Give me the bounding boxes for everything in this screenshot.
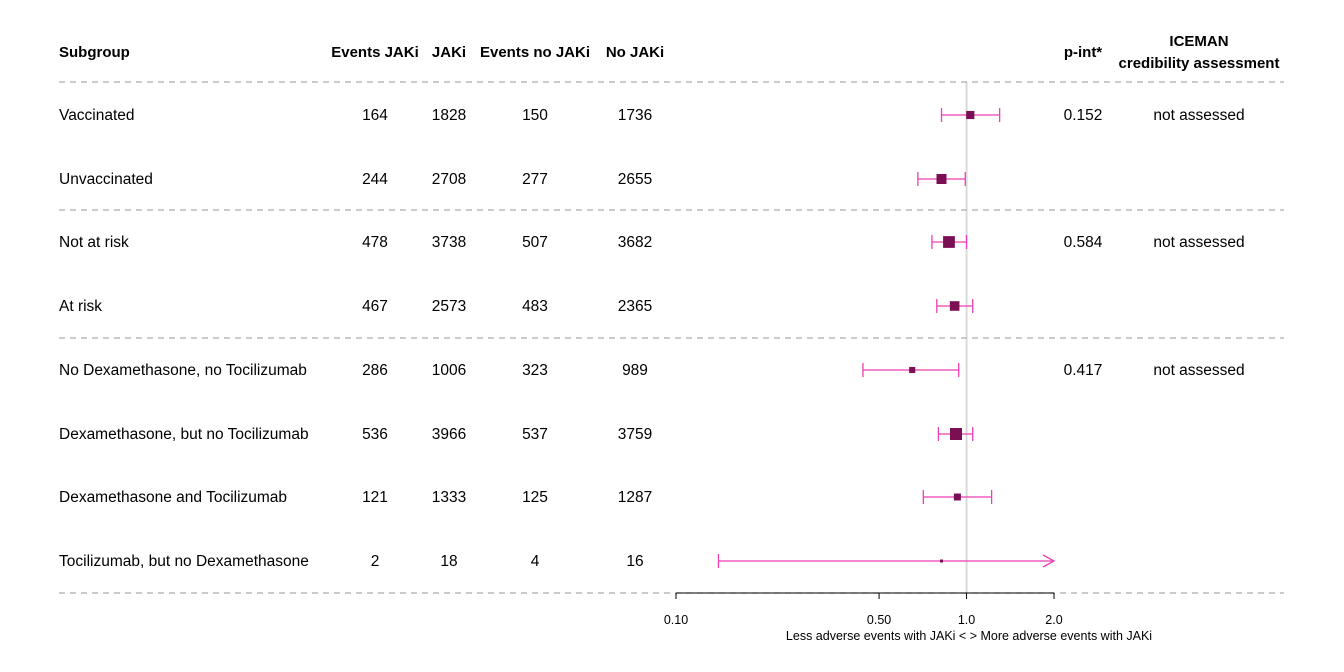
header-iceman-line2: credibility assessment bbox=[1119, 55, 1280, 72]
x-axis: Less adverse events with JAKi < > More a… bbox=[664, 592, 1152, 643]
cell-events-no-jaki: 323 bbox=[522, 362, 548, 379]
cell-no-jaki: 989 bbox=[622, 362, 648, 379]
table-row: Unvaccinated 244 2708 277 2655 bbox=[59, 171, 652, 188]
subgroup-label: Vaccinated bbox=[59, 107, 135, 124]
header-no-jaki: No JAKi bbox=[606, 44, 664, 61]
cell-iceman: not assessed bbox=[1153, 234, 1244, 251]
estimate-marks bbox=[717, 108, 1056, 568]
x-tick-label: 2.0 bbox=[1045, 613, 1062, 627]
cell-iceman: not assessed bbox=[1153, 362, 1244, 379]
point-estimate bbox=[909, 366, 916, 374]
table-row: Not at risk 478 3738 507 3682 0.584 not assess… bbox=[59, 234, 1245, 251]
table-row: Tocilizumab, but no Dexamethasone 2 18 4 16 bbox=[59, 553, 644, 570]
header-events-jaki: Events JAKi bbox=[331, 44, 419, 61]
subgroup-label: Dexamethasone and Tocilizumab bbox=[59, 489, 287, 506]
cell-events-no-jaki: 537 bbox=[522, 426, 548, 443]
point-estimate bbox=[939, 559, 943, 563]
cell-events-jaki: 478 bbox=[362, 234, 388, 251]
point-estimate bbox=[950, 428, 963, 440]
cell-events-jaki: 2 bbox=[371, 553, 380, 570]
point-estimate bbox=[936, 174, 947, 184]
subgroup-label: Unvaccinated bbox=[59, 171, 153, 188]
cell-jaki: 1828 bbox=[432, 107, 466, 124]
x-tick-label: 1.0 bbox=[958, 613, 975, 627]
subgroup-label: Dexamethasone, but no Tocilizumab bbox=[59, 426, 309, 443]
cell-events-jaki: 164 bbox=[362, 107, 388, 124]
subgroup-label: At risk bbox=[59, 298, 102, 315]
cell-events-jaki: 286 bbox=[362, 362, 388, 379]
table-row: At risk 467 2573 483 2365 bbox=[59, 298, 652, 315]
cell-no-jaki: 3759 bbox=[618, 426, 652, 443]
point-estimate bbox=[966, 110, 975, 120]
cell-no-jaki: 16 bbox=[626, 553, 643, 570]
cell-jaki: 1006 bbox=[432, 362, 466, 379]
cell-jaki: 2573 bbox=[432, 298, 466, 315]
cell-iceman: not assessed bbox=[1153, 107, 1244, 124]
table-rows: Vaccinated 164 1828 150 1736 0.152 not assesse… bbox=[59, 107, 1245, 570]
cell-p-int: 0.417 bbox=[1064, 362, 1103, 379]
cell-no-jaki: 1287 bbox=[618, 489, 652, 506]
x-tick-label: 0.10 bbox=[664, 613, 688, 627]
header-events-no-jaki: Events no JAKi bbox=[480, 44, 590, 61]
cell-jaki: 2708 bbox=[432, 171, 466, 188]
subgroup-label: No Dexamethasone, no Tocilizumab bbox=[59, 362, 307, 379]
table-row: Dexamethasone and Tocilizumab 121 1333 125 1… bbox=[59, 489, 652, 506]
x-axis-label: Less adverse events with JAKi < > More a… bbox=[786, 629, 1152, 643]
subgroup-label: Tocilizumab, but no Dexamethasone bbox=[59, 553, 309, 570]
header-p-int: p-int* bbox=[1064, 44, 1102, 61]
header-subgroup: Subgroup bbox=[59, 44, 130, 61]
table-row: Dexamethasone, but no Tocilizumab 536 3966… bbox=[59, 426, 652, 443]
cell-events-no-jaki: 507 bbox=[522, 234, 548, 251]
cell-events-jaki: 121 bbox=[362, 489, 388, 506]
cell-events-no-jaki: 483 bbox=[522, 298, 548, 315]
cell-events-no-jaki: 125 bbox=[522, 489, 548, 506]
cell-jaki: 18 bbox=[440, 553, 457, 570]
cell-p-int: 0.152 bbox=[1064, 107, 1103, 124]
cell-events-no-jaki: 150 bbox=[522, 107, 548, 124]
ci-upper-arrow bbox=[1042, 554, 1056, 568]
cell-events-no-jaki: 277 bbox=[522, 171, 548, 188]
cell-jaki: 1333 bbox=[432, 489, 466, 506]
cell-no-jaki: 3682 bbox=[618, 234, 652, 251]
header-row: Subgroup Events JAKi JAKi Events no JAKi… bbox=[59, 33, 1279, 72]
cell-events-no-jaki: 4 bbox=[531, 553, 540, 570]
point-estimate bbox=[943, 236, 955, 248]
cell-no-jaki: 1736 bbox=[618, 107, 652, 124]
cell-jaki: 3966 bbox=[432, 426, 466, 443]
point-estimate bbox=[949, 301, 960, 311]
cell-events-jaki: 536 bbox=[362, 426, 388, 443]
cell-events-jaki: 244 bbox=[362, 171, 388, 188]
x-tick-label: 0.50 bbox=[867, 613, 891, 627]
cell-events-jaki: 467 bbox=[362, 298, 388, 315]
point-estimate bbox=[953, 493, 961, 501]
cell-no-jaki: 2655 bbox=[618, 171, 652, 188]
header-jaki: JAKi bbox=[432, 44, 466, 61]
group-dividers bbox=[59, 81, 1284, 594]
cell-p-int: 0.584 bbox=[1064, 234, 1103, 251]
cell-no-jaki: 2365 bbox=[618, 298, 652, 315]
cell-jaki: 3738 bbox=[432, 234, 466, 251]
subgroup-label: Not at risk bbox=[59, 234, 129, 251]
table-row: Vaccinated 164 1828 150 1736 0.152 not assesse… bbox=[59, 107, 1245, 124]
table-row: No Dexamethasone, no Tocilizumab 286 1006 3… bbox=[59, 362, 1245, 379]
header-iceman-line1: ICEMAN bbox=[1169, 33, 1228, 50]
